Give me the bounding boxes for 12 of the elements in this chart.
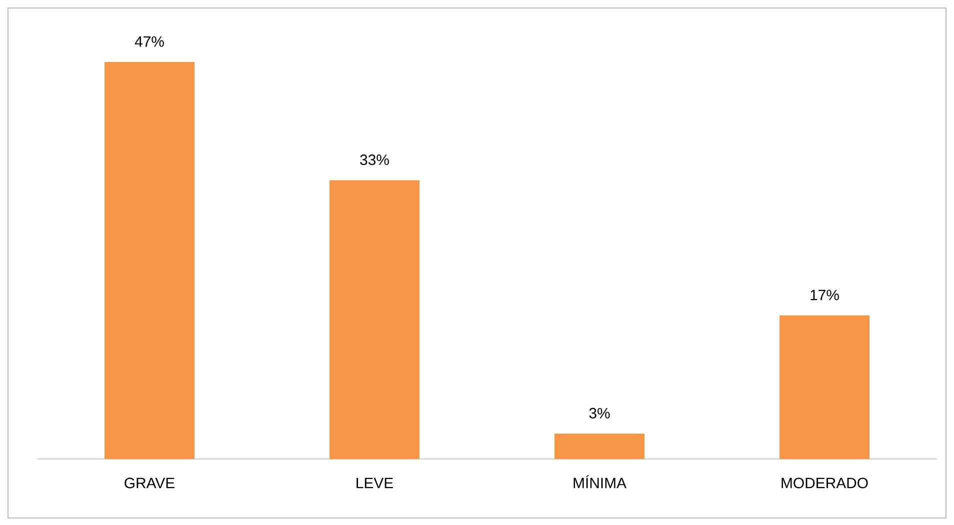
x-tick-label: LEVE [356, 478, 393, 488]
data-label: 47% [134, 36, 164, 47]
bar [554, 434, 645, 459]
bar [104, 62, 195, 459]
data-label: 17% [810, 290, 839, 300]
bar [780, 315, 870, 459]
x-tick-label: MODERADO [782, 478, 868, 488]
bar [330, 180, 420, 459]
x-tick-label: GRAVE [124, 478, 174, 488]
x-tick-label: MÍNIMA [574, 475, 626, 488]
data-label: 3% [589, 408, 610, 418]
data-label: 33% [360, 154, 389, 166]
